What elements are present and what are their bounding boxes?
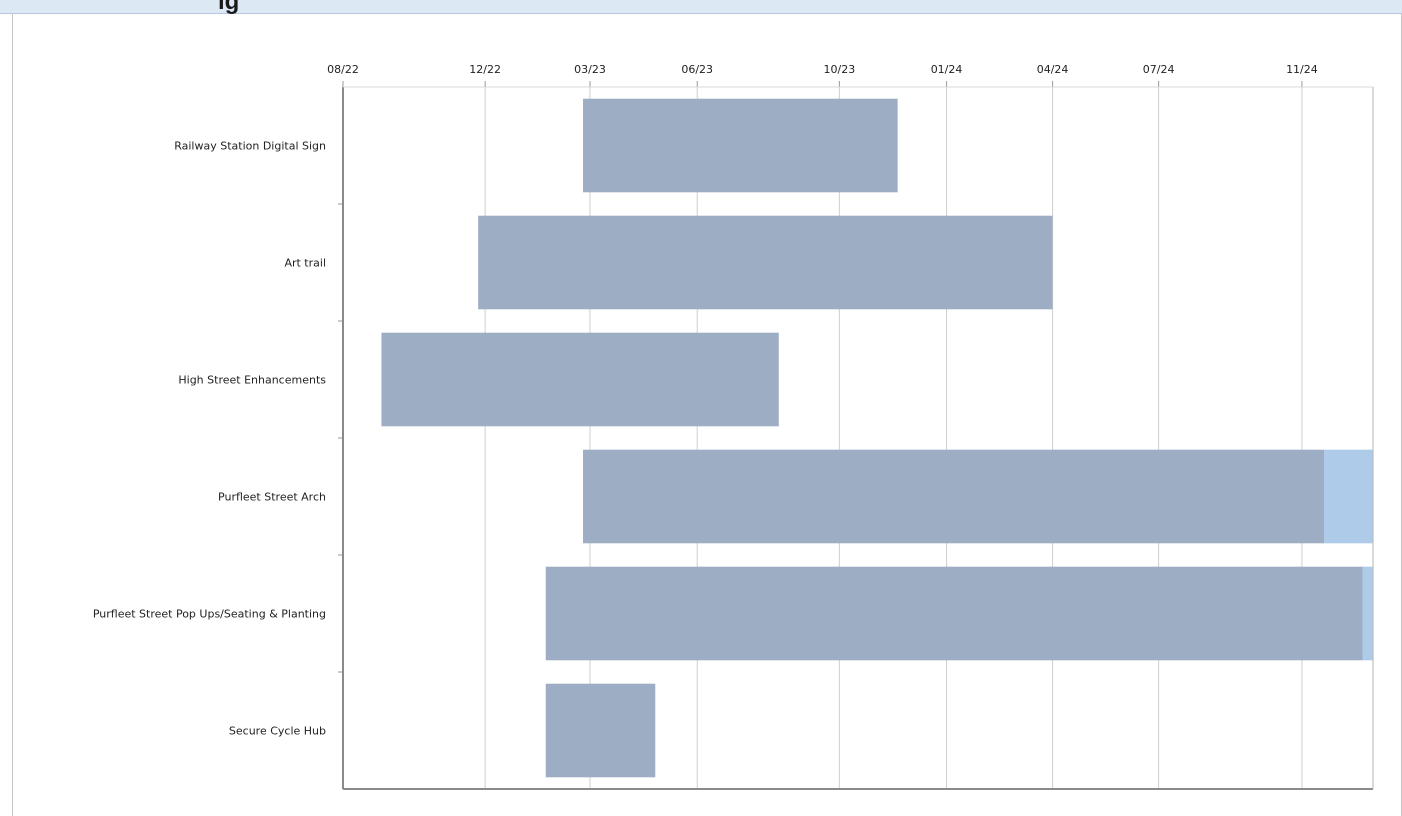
category-label: Railway Station Digital Sign — [174, 140, 326, 153]
page-title: ig — [218, 0, 240, 15]
task-bar — [545, 683, 656, 778]
x-tick-label: 10/23 — [824, 63, 856, 76]
x-tick-label: 01/24 — [931, 63, 963, 76]
task-bar-remaining — [1362, 566, 1373, 661]
x-tick-labels: 08/22 12/22 03/23 06/23 10/23 01/24 04/24 07/24… — [327, 63, 1318, 76]
task-bar — [583, 449, 1325, 544]
task-bar-remaining — [1324, 449, 1373, 544]
gridlines — [484, 87, 1303, 789]
task-bar — [478, 215, 1053, 310]
x-tick-label: 12/22 — [469, 63, 501, 76]
task-bar — [583, 98, 898, 193]
category-labels: Railway Station Digital Sign Art trail Hig… — [93, 140, 326, 738]
category-label: High Street Enhancements — [178, 374, 326, 387]
chart-axes — [338, 81, 1374, 790]
category-label: Purfleet Street Pop Ups/Seating & Planti… — [93, 608, 326, 621]
category-label: Purfleet Street Arch — [218, 491, 326, 504]
header-band: ig — [0, 0, 1402, 15]
category-label: Secure Cycle Hub — [229, 725, 326, 738]
x-tick-label: 08/22 — [327, 63, 359, 76]
x-tick-label: 07/24 — [1143, 63, 1175, 76]
x-tick-label: 06/23 — [681, 63, 713, 76]
task-bar — [545, 566, 1363, 661]
x-tick-label: 11/24 — [1286, 63, 1318, 76]
category-label: Art trail — [284, 257, 326, 270]
task-bar — [381, 332, 779, 427]
x-tick-label: 03/23 — [574, 63, 606, 76]
task-bars — [381, 98, 1373, 778]
x-tick-label: 04/24 — [1037, 63, 1069, 76]
